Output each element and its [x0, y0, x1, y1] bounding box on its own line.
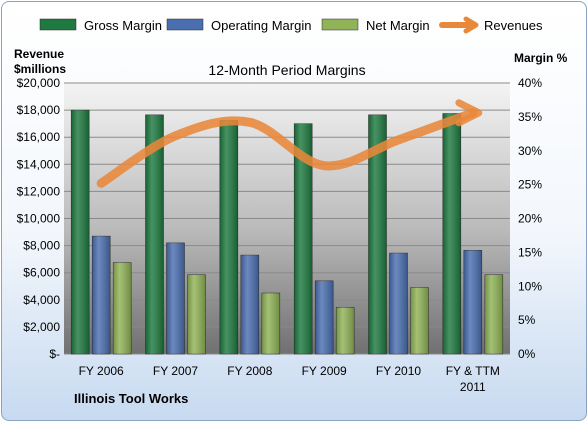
- y-left-tick-label: $16,000: [17, 130, 61, 144]
- legend-swatch-net-margin: [321, 18, 359, 31]
- y-left-tick-label: $8,000: [23, 239, 60, 253]
- x-tick-label: FY 2008: [227, 364, 272, 378]
- y-left-tick-label: $6,000: [23, 266, 60, 280]
- y-left-tick-label: $18,000: [17, 103, 61, 117]
- revenue-line-arrowhead: [455, 99, 483, 127]
- bar-shading: [442, 113, 461, 354]
- x-tick-label: 2011: [460, 380, 486, 394]
- bar-shading: [166, 242, 185, 354]
- y-left-tick-label: $-: [49, 347, 60, 361]
- y-left-tick-label: $12,000: [17, 184, 61, 198]
- legend-label: Operating Margin: [211, 18, 311, 33]
- y-right-tick-label: 25%: [518, 178, 542, 192]
- x-tick-label: FY 2007: [153, 364, 198, 378]
- x-tick-label: FY 2010: [376, 364, 421, 378]
- y-left-tick-label: $10,000: [17, 212, 61, 226]
- bar-shading: [187, 274, 206, 354]
- legend-label: Net Margin: [366, 18, 430, 33]
- bar-shading: [261, 293, 280, 354]
- y-left-tick-label: $14,000: [17, 157, 61, 171]
- y-right-tick-label: 10%: [518, 279, 542, 293]
- y-left-title-line1: Revenue: [14, 47, 64, 61]
- y-right-title: Margin %: [514, 51, 568, 65]
- bar-shading: [219, 120, 238, 354]
- bar-shading: [368, 114, 387, 354]
- y-right-tick-label: 5%: [518, 313, 536, 327]
- y-right-tick-label: 40%: [518, 76, 542, 90]
- y-left-title-line2: $millions: [14, 62, 66, 76]
- bar-shading: [484, 274, 503, 354]
- bar-shading: [240, 255, 259, 354]
- bar-shading: [336, 307, 355, 354]
- legend-swatch-gross-margin: [39, 18, 77, 31]
- y-right-tick-label: 0%: [518, 347, 536, 361]
- x-tick-label: FY 2006: [79, 364, 124, 378]
- y-right-tick-label: 20%: [518, 212, 542, 226]
- bar-shading: [113, 262, 132, 354]
- legend-label: Revenues: [484, 18, 543, 33]
- chart-title: 12-Month Period Margins: [208, 62, 365, 78]
- bar-shading: [389, 253, 408, 354]
- legend-label: Gross Margin: [84, 18, 162, 33]
- bar-shading: [92, 236, 111, 354]
- bar-shading: [463, 250, 482, 354]
- legend-swatch-arrowhead: [463, 16, 479, 34]
- y-left-tick-label: $2,000: [23, 320, 60, 334]
- x-tick-label: FY 2009: [302, 364, 347, 378]
- bar-shading: [410, 287, 429, 354]
- y-left-tick-label: $4,000: [23, 293, 60, 307]
- y-right-tick-label: 35%: [518, 110, 542, 124]
- y-right-tick-label: 15%: [518, 245, 542, 259]
- x-tick-label: FY & TTM: [446, 364, 500, 378]
- bar-shading: [71, 110, 90, 354]
- revenue-line: [96, 108, 478, 188]
- y-left-tick-label: $20,000: [17, 76, 61, 90]
- bar-shading: [315, 280, 334, 354]
- bar-shading: [145, 114, 164, 354]
- legend-swatch-operating-margin: [166, 18, 204, 31]
- bar-shading: [294, 123, 313, 355]
- y-right-tick-label: 30%: [518, 144, 542, 158]
- company-name: Illinois Tool Works: [74, 391, 188, 406]
